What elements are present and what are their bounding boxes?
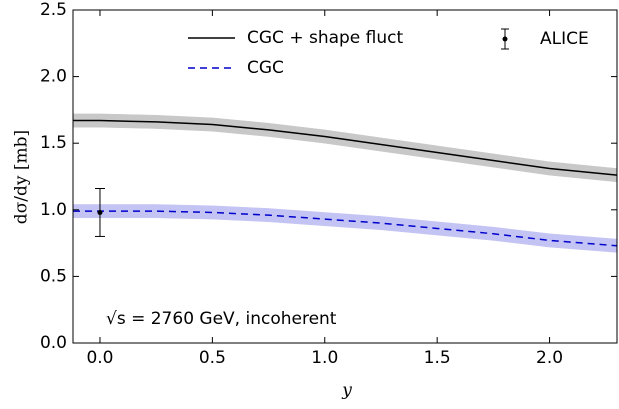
y-tick-label: 0.0 — [40, 333, 67, 353]
x-tick-label: 1.5 — [424, 348, 451, 368]
x-axis-label: y — [341, 381, 352, 401]
error-band — [212, 205, 269, 223]
error-band — [436, 221, 494, 241]
plot-frame — [72, 9, 618, 344]
y-axis-label: dσ/dy [mb] — [12, 130, 32, 224]
error-band — [549, 233, 618, 253]
y-tick-label: 2.5 — [40, 0, 67, 20]
legend-swatch — [502, 36, 508, 42]
legend-label: CGC + shape fluct — [247, 28, 403, 48]
data-point — [97, 209, 103, 215]
y-tick-label: 2.0 — [40, 67, 67, 87]
x-tick-label: 1.0 — [311, 348, 338, 368]
x-tick-label: 0.0 — [86, 348, 113, 368]
line — [73, 119, 618, 176]
x-tick-label: 2.0 — [536, 348, 563, 368]
x-tick-label: 0.5 — [199, 348, 226, 368]
error-band — [268, 208, 326, 227]
y-tick-label: 1.0 — [40, 200, 67, 220]
y-tick-label: 1.5 — [40, 133, 67, 153]
line — [73, 210, 618, 247]
annotation: √s = 2760 GeV, incoherent — [106, 309, 337, 329]
y-tick-label: 0.5 — [40, 266, 67, 286]
legend-label: CGC — [247, 58, 284, 78]
legend-label: ALICE — [540, 29, 589, 49]
